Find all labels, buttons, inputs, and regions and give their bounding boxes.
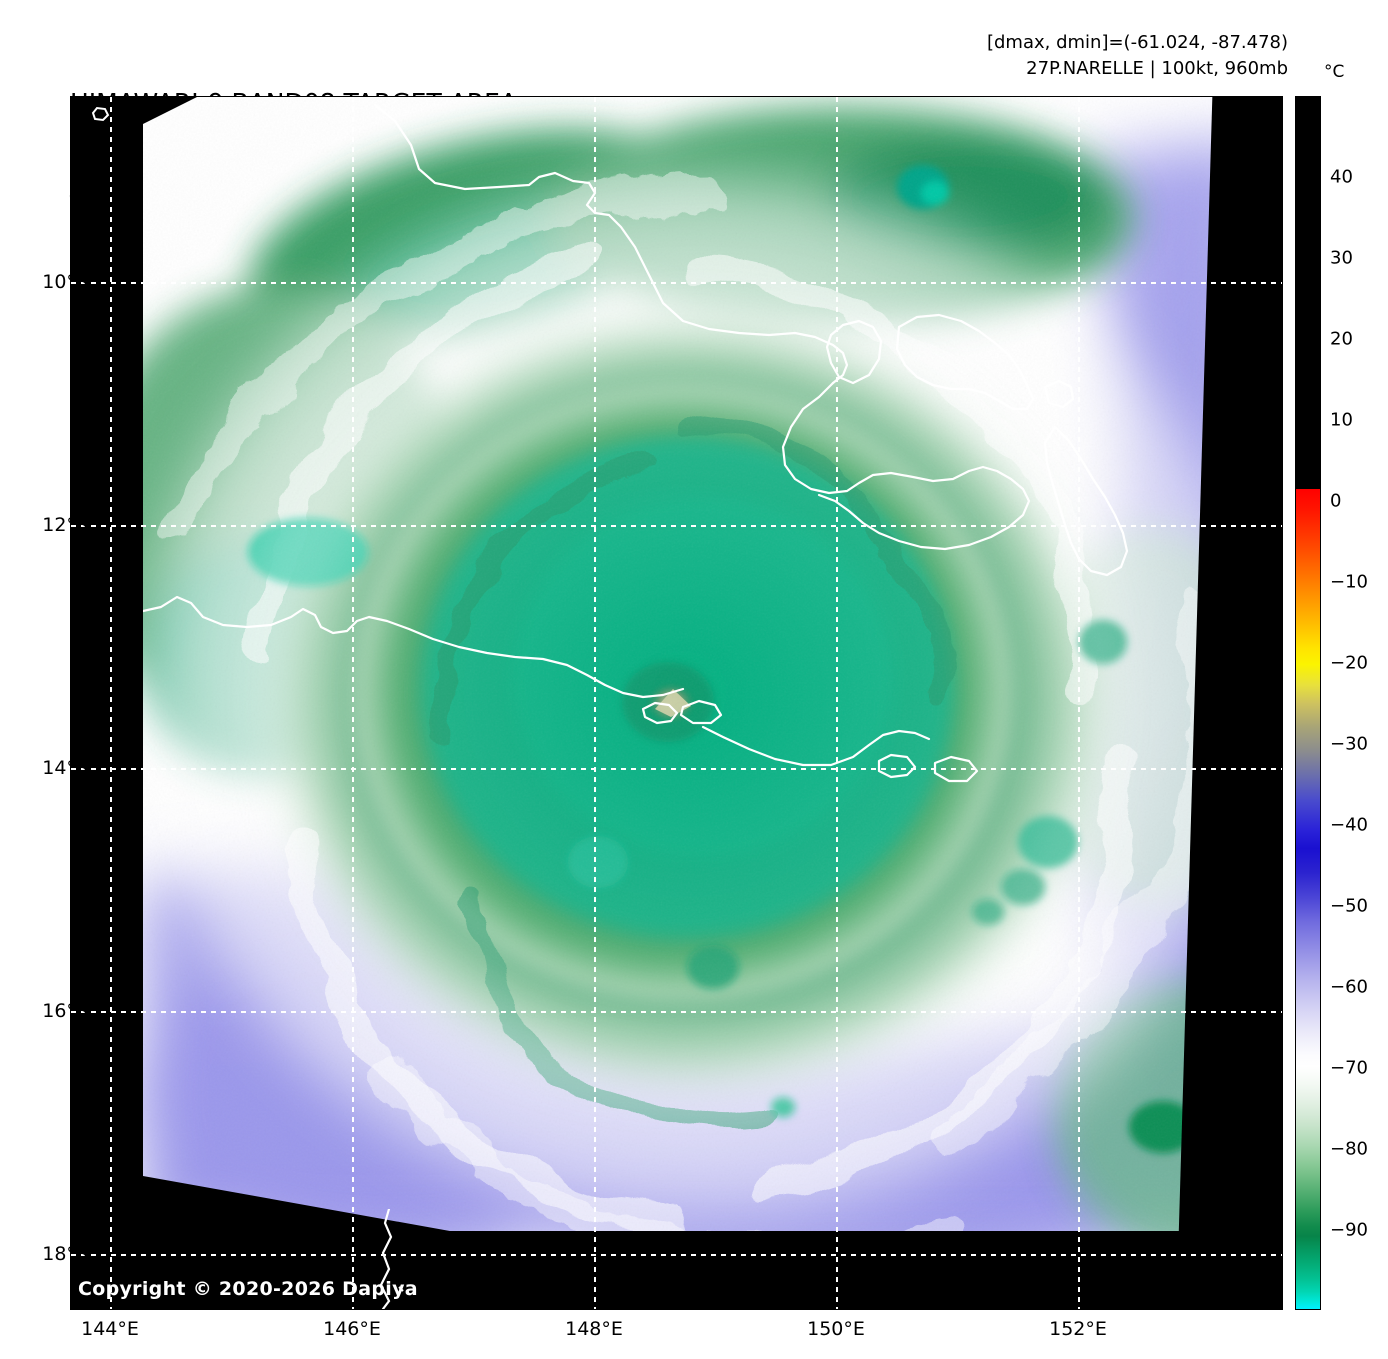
ytick-label-14S: 14°S <box>42 757 88 779</box>
copyright-text: Copyright © 2020-2026 Dapiya <box>78 1278 418 1300</box>
coastline-lower-margin <box>379 1209 404 1309</box>
coastline-overlay <box>143 103 1256 783</box>
metadata-block: [dmax, dmin]=(-61.024, -87.478) 27P.NARE… <box>987 30 1288 82</box>
ytick-label-16S: 16°S <box>42 1000 88 1022</box>
ytick-label-12S: 12°S <box>42 514 88 536</box>
xtick-label-152E: 152°E <box>1049 1318 1107 1340</box>
satellite-image-plot <box>70 96 1283 1310</box>
colorbar-unit-label: °C <box>1324 62 1345 82</box>
xtick-label-148E: 148°E <box>565 1318 623 1340</box>
island-outline-left-margin <box>91 106 110 122</box>
xtick-label-146E: 146°E <box>323 1318 381 1340</box>
xtick-label-150E: 150°E <box>807 1318 865 1340</box>
colorbar-gradient <box>1296 97 1320 1309</box>
satellite-raster <box>143 97 1256 1231</box>
colorbar-tick-m60: −60 <box>1330 976 1368 998</box>
gridline-lon-144 <box>110 97 112 1309</box>
ir-brightness-temperature-field <box>143 97 1256 1231</box>
xtick-label-144E: 144°E <box>81 1318 139 1340</box>
colorbar <box>1295 96 1321 1310</box>
gridline-lat-18S <box>71 1254 1282 1256</box>
colorbar-tick-10: 10 <box>1330 409 1353 431</box>
colorbar-tick-m40: −40 <box>1330 814 1368 836</box>
colorbar-tick-m50: −50 <box>1330 895 1368 917</box>
colorbar-tick-20: 20 <box>1330 328 1353 350</box>
ytick-label-18S: 18°S <box>42 1243 88 1265</box>
colorbar-tick-m80: −80 <box>1330 1138 1368 1160</box>
colorbar-tick-m70: −70 <box>1330 1057 1368 1079</box>
colorbar-tick-m10: −10 <box>1330 571 1368 593</box>
colorbar-tick-m20: −20 <box>1330 652 1368 674</box>
colorbar-tick-m90: −90 <box>1330 1219 1368 1241</box>
ytick-label-10S: 10°S <box>42 271 88 293</box>
dmax-dmin-text: [dmax, dmin]=(-61.024, -87.478) <box>986 32 1288 53</box>
colorbar-tick-m30: −30 <box>1330 733 1368 755</box>
colorbar-tick-30: 30 <box>1330 247 1353 269</box>
colorbar-tick-0: 0 <box>1330 490 1342 512</box>
plot-inner <box>71 97 1282 1309</box>
storm-info-text: 27P.NARELLE | 100kt, 960mb <box>1026 58 1288 79</box>
colorbar-tick-40: 40 <box>1330 166 1353 188</box>
